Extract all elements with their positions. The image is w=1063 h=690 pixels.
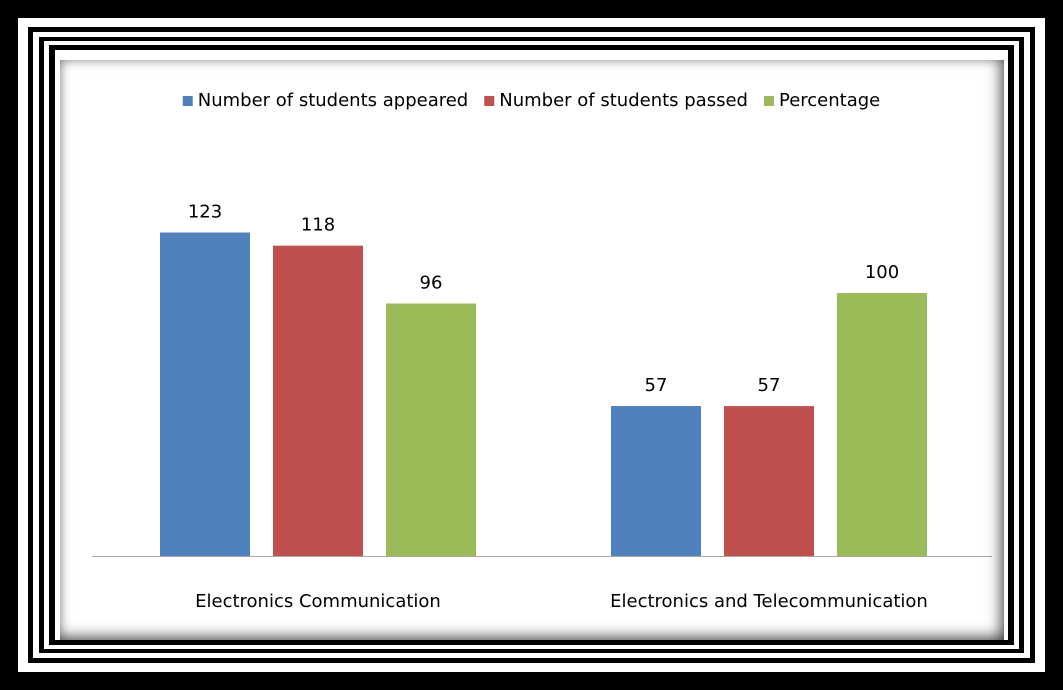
- bar-2-2: [724, 406, 814, 556]
- legend-marker-2: [484, 96, 495, 106]
- legend-label-1: Number of students appeared: [198, 90, 469, 111]
- data-label-1-1: 123: [188, 202, 222, 223]
- data-label-3-2: 100: [865, 262, 899, 283]
- legend-item-1: Number of students appeared: [182, 90, 469, 111]
- bar-1-1: [160, 232, 250, 556]
- data-label-3-1: 96: [420, 273, 443, 294]
- legend-item-3: Percentage: [763, 90, 880, 111]
- bar-3-1: [386, 303, 476, 556]
- data-label-1-2: 57: [645, 375, 668, 396]
- legend-label-3: Percentage: [779, 90, 880, 111]
- chart-data-labels: 123 118 96 57 57 100: [188, 202, 899, 397]
- data-label-2-2: 57: [758, 375, 781, 396]
- data-label-2-1: 118: [301, 215, 335, 236]
- chart-panel: Number of students appeared Number of stu…: [55, 50, 1008, 640]
- chart-legend: Number of students appeared Number of stu…: [182, 90, 880, 111]
- legend-marker-3: [763, 96, 774, 106]
- bar-3-2: [837, 293, 927, 556]
- category-label-2: Electronics and Telecommunication: [610, 591, 928, 612]
- x-axis-category-labels: Electronics Communication Electronics and…: [195, 591, 928, 612]
- chart-bars: [160, 232, 927, 556]
- bar-1-2: [611, 406, 701, 556]
- legend-item-2: Number of students passed: [484, 90, 748, 111]
- category-label-1: Electronics Communication: [195, 591, 441, 612]
- legend-marker-1: [182, 96, 193, 106]
- bar-chart: Number of students appeared Number of stu…: [92, 90, 992, 612]
- bar-2-1: [273, 245, 363, 556]
- legend-label-2: Number of students passed: [499, 90, 748, 111]
